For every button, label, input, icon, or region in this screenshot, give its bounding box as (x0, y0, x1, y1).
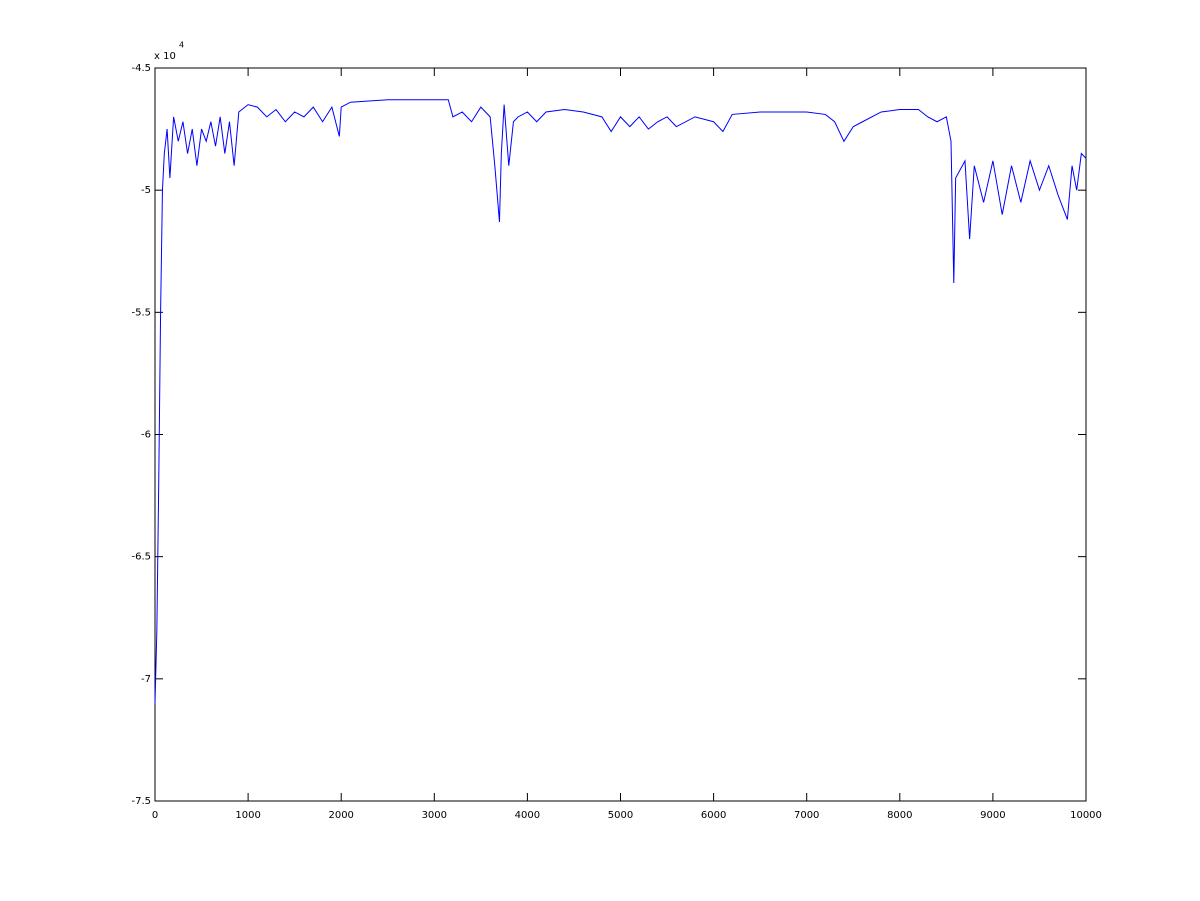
y-tick-label: -4.5 (131, 63, 151, 74)
y-tick-label: -7 (141, 674, 151, 685)
y-tick-label: -5 (141, 185, 151, 196)
x-tick-label: 0 (152, 810, 158, 821)
y-tick-label: -6 (141, 430, 151, 441)
x-tick-label: 7000 (794, 810, 819, 821)
y-tick-label: -7.5 (131, 796, 151, 807)
x-tick-label: 4000 (515, 810, 540, 821)
x-tick-label: 2000 (328, 810, 353, 821)
y-multiplier: x 10 (154, 51, 176, 62)
data-line (154, 99, 1087, 704)
x-tick-label: 5000 (608, 810, 633, 821)
plot-box (154, 67, 1087, 802)
y-tick-label: -6.5 (131, 552, 151, 563)
x-tick-label: 9000 (980, 810, 1005, 821)
x-tick-label: 6000 (701, 810, 726, 821)
y-multiplier-exponent: 4 (179, 41, 184, 50)
x-tick-label: 8000 (887, 810, 912, 821)
x-tick-label: 1000 (235, 810, 260, 821)
x-tick-label: 10000 (1070, 810, 1102, 821)
x-tick-label: 3000 (422, 810, 447, 821)
y-tick-label: -5.5 (131, 307, 151, 318)
